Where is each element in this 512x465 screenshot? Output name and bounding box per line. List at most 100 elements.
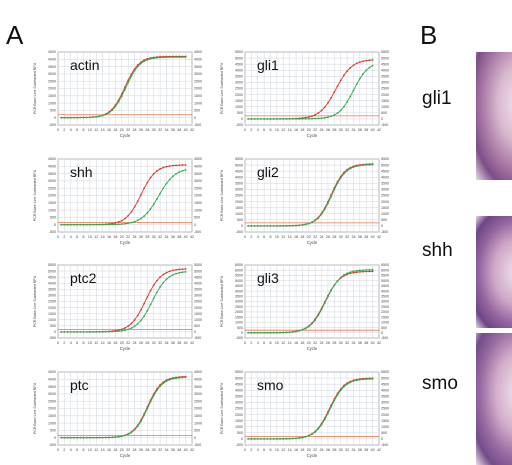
data-point <box>253 118 256 120</box>
y-right-tick-label: 3000 <box>194 392 202 396</box>
data-point <box>263 331 266 334</box>
y-right-tick-label: 6000 <box>381 268 389 272</box>
y-right-tick-label: 3500 <box>194 65 202 69</box>
data-point <box>60 436 63 439</box>
data-point <box>127 81 130 84</box>
y-left-tick-label: 2000 <box>48 87 56 91</box>
y-right-tick-label: 2000 <box>381 310 389 314</box>
data-point <box>311 433 313 436</box>
data-point <box>136 322 139 325</box>
y-left-tick-label: -500 <box>49 123 56 127</box>
data-point <box>111 109 114 112</box>
data-point <box>140 62 142 65</box>
x-tick-label: 4 <box>70 235 72 239</box>
data-point <box>339 109 342 112</box>
panel-b-gene-label-shh: shh <box>422 240 453 261</box>
x-axis-label: Cycle <box>307 133 318 138</box>
x-tick-label: 14 <box>101 448 105 452</box>
data-point <box>307 222 310 225</box>
data-point <box>63 223 66 226</box>
chart-gene-title: actin <box>70 57 100 73</box>
data-point <box>317 427 320 430</box>
x-tick-label: 18 <box>113 448 117 452</box>
data-point <box>181 271 184 274</box>
x-tick-label: 14 <box>101 341 105 345</box>
data-point <box>291 331 294 333</box>
y-left-tick-label: 2000 <box>48 194 56 198</box>
y-right-tick-label: 1500 <box>194 94 202 98</box>
y-left-tick-label: 0 <box>241 224 243 228</box>
x-tick-label: 32 <box>345 341 349 345</box>
y-right-tick-label: 1500 <box>194 201 202 205</box>
data-point <box>371 64 374 67</box>
data-point <box>253 225 256 227</box>
data-point <box>152 172 155 175</box>
data-point <box>133 67 136 70</box>
data-point <box>250 438 253 440</box>
data-point <box>307 116 310 118</box>
data-point <box>178 268 181 271</box>
x-tick-label: 14 <box>101 128 105 132</box>
y-left-tick-label: 2000 <box>235 413 243 417</box>
y-right-tick-label: 4500 <box>381 169 389 173</box>
data-point <box>66 436 69 439</box>
data-point <box>124 434 126 437</box>
y-left-tick-label: 1500 <box>48 94 56 98</box>
data-point <box>143 315 146 317</box>
data-point <box>371 377 374 380</box>
data-point <box>178 56 181 59</box>
data-point <box>279 224 281 227</box>
y-right-tick-label: 1000 <box>194 208 202 212</box>
data-point <box>314 113 317 116</box>
panel-b-gene-label-smo: smo <box>422 373 458 394</box>
y-left-tick-label: -500 <box>236 123 243 127</box>
x-tick-label: 24 <box>133 235 137 239</box>
amplification-curve <box>61 376 186 439</box>
y-right-tick-label: -500 <box>194 230 201 234</box>
data-point <box>104 223 107 226</box>
data-point <box>314 319 317 321</box>
y-right-tick-label: 5500 <box>381 50 389 54</box>
data-point <box>79 436 82 439</box>
y-right-tick-label: 2500 <box>194 186 202 190</box>
data-point <box>276 224 278 227</box>
data-point <box>256 438 259 440</box>
y-left-tick-label: 1000 <box>235 105 243 109</box>
data-point <box>82 223 85 226</box>
data-point <box>165 56 168 59</box>
data-point <box>95 223 98 226</box>
data-point <box>162 166 165 169</box>
data-point <box>288 331 291 334</box>
y-right-tick-label: 2000 <box>381 200 389 204</box>
y-left-tick-label: -500 <box>236 336 243 340</box>
y-right-tick-label: 4000 <box>194 165 202 169</box>
x-tick-label: 22 <box>126 235 130 239</box>
x-tick-label: 18 <box>300 235 304 239</box>
y-left-tick-label: 5000 <box>48 269 56 273</box>
x-tick-label: 2 <box>63 235 65 239</box>
data-point <box>295 437 297 440</box>
y-right-tick-label: 4500 <box>194 157 202 161</box>
data-point <box>336 182 339 185</box>
data-point <box>260 118 262 120</box>
data-point <box>95 115 98 118</box>
y-left-tick-label: 3500 <box>235 75 243 79</box>
y-left-tick-label: 5500 <box>48 263 56 267</box>
data-point <box>307 117 310 120</box>
x-tick-label: 12 <box>94 128 98 132</box>
data-point <box>336 393 339 396</box>
y-left-tick-label: 3000 <box>48 72 56 76</box>
y-left-tick-label: 4500 <box>48 370 56 374</box>
amplification-curve <box>61 169 186 226</box>
data-point <box>253 331 256 334</box>
amplification-curve <box>248 269 373 334</box>
data-point <box>352 380 355 383</box>
data-point <box>136 64 139 66</box>
data-point <box>298 329 301 332</box>
smo-tissue-section <box>476 333 512 465</box>
data-point <box>111 330 114 333</box>
data-point <box>307 325 310 328</box>
data-point <box>101 223 104 226</box>
data-point <box>307 434 310 437</box>
data-point <box>298 117 301 120</box>
